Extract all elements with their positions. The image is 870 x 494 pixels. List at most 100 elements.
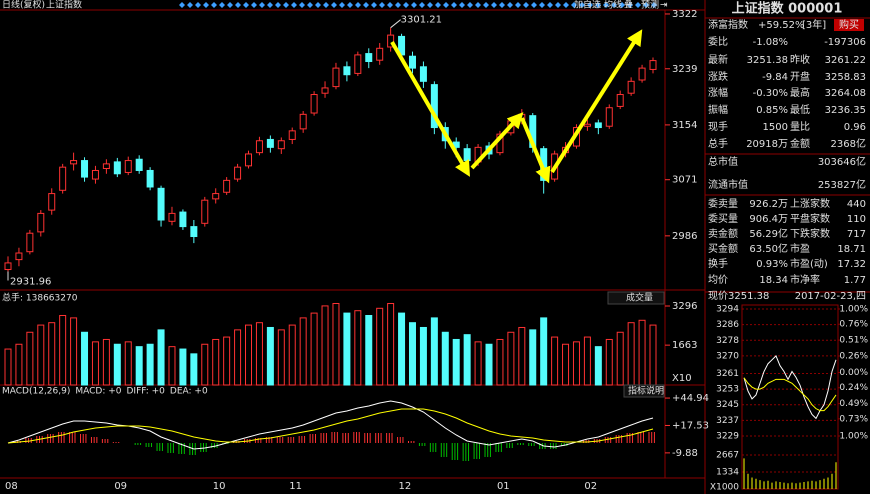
quote-cell: 上涨家数 (790, 197, 830, 210)
candle-body (245, 153, 253, 167)
volume-bar (649, 324, 657, 386)
vol-unit: X1000 (710, 483, 739, 493)
volume-bar (616, 331, 624, 386)
volume-button[interactable]: 成交量 (626, 292, 653, 304)
diff-line (7, 400, 654, 450)
quote-cell: 均价 (708, 274, 728, 286)
diamond (179, 2, 185, 8)
y-tick-label: 3278 (716, 336, 739, 346)
volume-bar (70, 317, 78, 386)
volume-bar (245, 324, 253, 386)
quote-cell: -0.30% (753, 88, 788, 99)
fund-change: +59.52% (758, 20, 805, 31)
quote-cell: 3251.38 (747, 55, 788, 66)
candle-body (59, 166, 67, 191)
candle-body (627, 80, 635, 94)
volume-bar (266, 326, 274, 386)
intraday-frame (741, 304, 839, 490)
quote-title: 上证指数 000001 (732, 1, 843, 17)
diamond (259, 2, 265, 8)
diamond (459, 2, 465, 8)
volume-bar (627, 322, 635, 386)
toolbar-button[interactable]: 叠 (624, 0, 633, 11)
volume-bar (365, 314, 373, 386)
macd-button-bg[interactable] (623, 384, 665, 398)
volume-title: 总手: 138663270 (2, 292, 78, 304)
quote-cell: -9.84 (762, 72, 788, 83)
candle-body (354, 54, 362, 74)
y-tick-label: 3154 (672, 120, 697, 131)
buy-button-bg[interactable] (834, 19, 864, 31)
candle-body (135, 158, 143, 171)
diamond (643, 2, 649, 8)
macd-button[interactable]: 指标说明 (628, 385, 664, 397)
quote-cell: 906.4万 (749, 214, 788, 225)
volume-bar (234, 329, 242, 386)
volume-bar (572, 341, 580, 386)
y-tick-label: 3261 (716, 369, 739, 379)
toolbar-button[interactable]: 均线 (604, 0, 622, 11)
candle-body (638, 67, 646, 81)
y-tick-label: 3253 (716, 385, 739, 395)
candle-body (616, 94, 624, 107)
diamond (627, 2, 633, 8)
quote-cell: 0.96 (844, 122, 866, 133)
candle-body (81, 160, 89, 178)
macd-title: MACD(12,26,9) (2, 387, 70, 397)
quote-cell: 开盘 (790, 70, 810, 83)
diamond (339, 2, 345, 8)
diamond (331, 2, 337, 8)
pct-tick-label: 0.49% (839, 399, 868, 409)
diamond (243, 2, 249, 8)
volume-bar (452, 338, 460, 386)
quote-cell: 最低 (790, 103, 810, 116)
diamond (411, 2, 417, 8)
x-tick-label: 08 (5, 481, 18, 492)
y-tick-label: 3296 (672, 301, 697, 312)
volume-bar (288, 324, 296, 386)
leader (390, 19, 401, 29)
quote-cell: 市盈(动) (790, 257, 828, 270)
fund-name: 添富指数 (708, 18, 748, 31)
candle-body (157, 187, 165, 221)
pct-tick-label: 0.73% (839, 414, 868, 424)
y-tick-label: 3229 (716, 432, 739, 442)
candle-body (201, 199, 209, 224)
volume-bar (496, 338, 504, 386)
toolbar-button[interactable]: 预测 (641, 0, 659, 11)
volume-bar (540, 317, 548, 386)
max-label: 3301.21 (401, 15, 442, 26)
quote-cell: 717 (847, 229, 866, 240)
macd-title: DIFF: +0 (127, 387, 166, 397)
quote-cell: 振幅 (708, 103, 728, 116)
diamond (323, 2, 329, 8)
y-tick-label: 3286 (716, 320, 739, 330)
quote-cell: 18.71 (837, 244, 866, 255)
buy-button[interactable]: 购买 (839, 18, 859, 31)
volume-unit: X10 (672, 373, 692, 384)
diamond (219, 2, 225, 8)
candle-body (288, 130, 296, 140)
volume-button-bg[interactable] (607, 291, 665, 305)
candle-body (179, 211, 187, 228)
candle-body (594, 122, 602, 129)
diamond (315, 2, 321, 8)
diamond (211, 2, 217, 8)
toolbar-button[interactable]: 加自选 (574, 0, 601, 11)
diamond (275, 2, 281, 8)
diamond (523, 2, 529, 8)
y-tick-label: 3237 (716, 416, 739, 426)
candle-body (463, 148, 471, 162)
candle-body (124, 160, 132, 173)
volume-bar (81, 331, 89, 386)
quote-cell: 0.93% (756, 259, 788, 270)
diamond (651, 2, 657, 8)
diamond (531, 2, 537, 8)
diamond (403, 2, 409, 8)
diamond (579, 2, 585, 8)
diamond (587, 2, 593, 8)
volume-bar (255, 322, 263, 386)
quote-cell: 涨跌 (708, 70, 728, 83)
volume-bar (179, 348, 187, 386)
diamond (371, 2, 377, 8)
